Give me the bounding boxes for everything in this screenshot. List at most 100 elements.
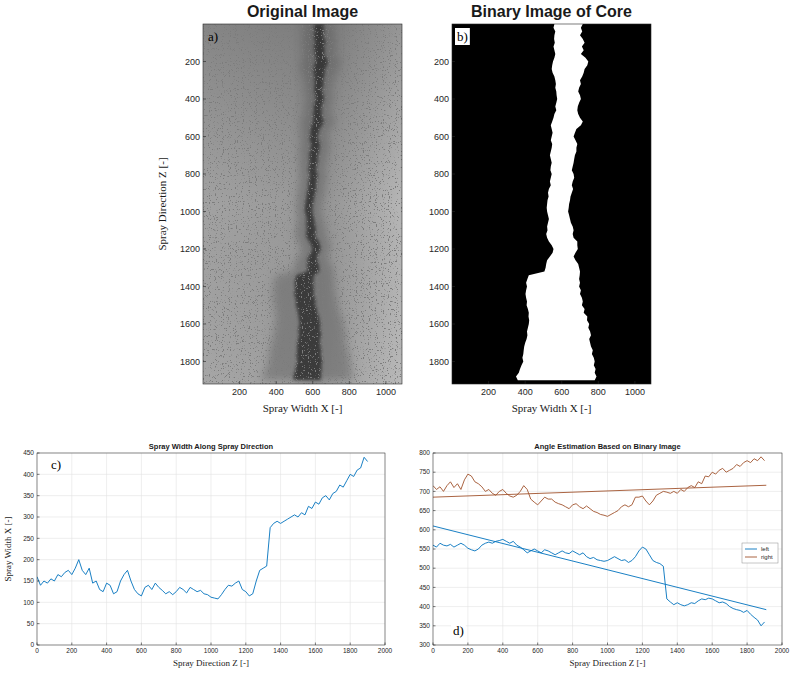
y-tick: [203, 249, 206, 250]
x-tick: [525, 381, 526, 384]
chart-title: Angle Estimation Based on Binary Image: [534, 442, 680, 451]
plot-frame: [452, 24, 651, 384]
x-tick-label: 800: [342, 387, 357, 397]
y-tick-label: 450: [23, 449, 34, 456]
y-grid-line: [37, 602, 385, 603]
grid: [433, 453, 782, 645]
x-tick-label: 400: [269, 387, 284, 397]
y-tick-label: 400: [434, 94, 449, 104]
axes: 0200400600800100012001400160018002000300…: [419, 442, 789, 668]
y-tick-label: 0: [30, 641, 34, 648]
x-tick: [315, 643, 316, 646]
y-tick-label: 600: [185, 132, 200, 142]
x-tick: [634, 381, 635, 384]
y-grid-line: [37, 623, 385, 624]
y-tick: [203, 361, 206, 362]
panel-label: a): [208, 29, 218, 44]
image-background: [203, 24, 402, 384]
fit-line: [433, 526, 766, 610]
y-tick: [37, 538, 40, 539]
y-tick: [37, 474, 40, 475]
fit-line: [37, 457, 368, 599]
x-grid-line: [141, 453, 142, 645]
y-grid-line: [37, 517, 385, 518]
fit-line: [433, 485, 766, 497]
x-tick-label: 600: [305, 387, 320, 397]
legend-swatch: [745, 549, 757, 550]
x-tick: [385, 381, 386, 384]
y-tick-label: 450: [419, 584, 430, 591]
x-tick: [350, 643, 351, 646]
series-group: [433, 457, 766, 626]
y-tick: [433, 645, 436, 646]
x-grid-line: [245, 453, 246, 645]
y-tick-label: 250: [23, 535, 34, 542]
y-tick-label: 1800: [180, 357, 200, 367]
panel-label: b): [457, 29, 468, 44]
y-tick-label: 200: [23, 556, 34, 563]
image-area: [452, 24, 651, 384]
y-tick: [452, 174, 455, 175]
chart-title: Spray Width Along Spray Direction: [149, 442, 274, 451]
y-tick: [452, 361, 455, 362]
image-background: [452, 24, 651, 384]
x-tick: [71, 643, 72, 646]
axes: 0200400600800100012001400160018002000050…: [3, 442, 393, 668]
x-tick-label: 600: [554, 387, 569, 397]
y-tick: [433, 472, 436, 473]
plot-background: [37, 453, 385, 645]
y-grid-line: [433, 529, 782, 530]
series-line-left: [433, 539, 765, 625]
x-grid-line: [315, 453, 316, 645]
x-tick-label: 1000: [376, 387, 396, 397]
x-tick: [488, 381, 489, 384]
y-grid-line: [433, 625, 782, 626]
x-grid-line: [211, 453, 212, 645]
panel-label-group: a): [208, 29, 218, 44]
x-tick: [712, 643, 713, 646]
x-tick-label: 1600: [705, 647, 720, 654]
x-tick: [239, 381, 240, 384]
y-grid-line: [433, 568, 782, 569]
plot-frame: [203, 24, 402, 384]
y-tick: [433, 529, 436, 530]
x-tick: [561, 381, 562, 384]
y-tick-label: 600: [434, 132, 449, 142]
y-tick: [37, 517, 40, 518]
x-tick: [572, 643, 573, 646]
legend-label: right: [761, 554, 773, 560]
droplet-speckle: [203, 24, 402, 384]
axes: 2004006008001000200400600800100012001400…: [429, 3, 651, 414]
y-tick-label: 400: [419, 603, 430, 610]
y-tick-label: 100: [23, 599, 34, 606]
y-grid-line: [433, 510, 782, 511]
x-tick: [37, 643, 38, 646]
x-tick-label: 0: [431, 647, 435, 654]
y-axis-title: Spray Direction Z [-]: [156, 157, 168, 250]
y-tick-label: 300: [23, 513, 34, 520]
y-tick-label: 800: [419, 449, 430, 456]
y-tick: [433, 587, 436, 588]
y-tick-label: 550: [419, 545, 430, 552]
y-tick-label: 1200: [180, 244, 200, 254]
x-tick-label: 800: [567, 647, 578, 654]
y-tick: [452, 136, 455, 137]
series-line-right: [433, 457, 765, 517]
y-tick-label: 500: [419, 564, 430, 571]
y-grid-line: [433, 472, 782, 473]
grid: [37, 453, 385, 645]
y-tick: [203, 99, 206, 100]
x-tick-label: 200: [232, 387, 247, 397]
y-tick-label: 1000: [429, 207, 449, 217]
x-tick-label: 600: [532, 647, 543, 654]
y-tick-label: 50: [27, 620, 35, 627]
y-tick: [433, 491, 436, 492]
plot-background: [433, 453, 782, 645]
x-tick-label: 1800: [343, 647, 358, 654]
x-grid-line: [71, 453, 72, 645]
y-tick-label: 1600: [429, 319, 449, 329]
x-tick: [537, 643, 538, 646]
x-tick: [385, 643, 386, 646]
x-tick-label: 400: [101, 647, 112, 654]
chart-title: Original Image: [247, 3, 358, 20]
